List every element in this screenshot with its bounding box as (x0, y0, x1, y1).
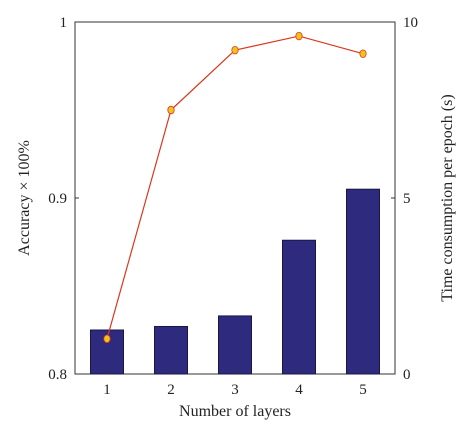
bar-2 (154, 325, 188, 375)
x-tick-label-2: 2 (167, 382, 175, 398)
y-left-tick-label-1: 0.9 (48, 191, 67, 207)
y-right-tick-label-0: 0 (403, 367, 411, 383)
axis-ticks (75, 21, 395, 375)
bar-4 (282, 239, 316, 375)
bar-series (90, 188, 380, 375)
line-point-1 (103, 334, 111, 343)
line-point-3 (231, 45, 239, 55)
y-left-tick-label-2: 1 (60, 15, 68, 31)
line-point-2 (167, 105, 175, 115)
y-right-tick-label-1: 5 (403, 191, 411, 207)
x-axis-label: Number of layers (179, 403, 291, 420)
line-point-4 (295, 31, 303, 41)
x-tick-label-3: 3 (231, 382, 239, 398)
y-right-tick-label-2: 10 (403, 15, 418, 31)
bar-3 (218, 315, 252, 375)
y-left-tick-label-0: 0.8 (48, 367, 67, 383)
x-tick-labels: 1 2 3 4 5 (103, 382, 367, 398)
y-right-axis-label: Time consumption per epoch (s) (439, 94, 456, 301)
y-right-tick-labels: 0 5 10 (403, 15, 418, 383)
x-tick-label-4: 4 (295, 382, 303, 398)
line-series (103, 31, 367, 343)
y-left-tick-labels: 0.8 0.9 1 (48, 15, 67, 383)
x-tick-label-5: 5 (359, 382, 367, 398)
bar-5 (346, 188, 380, 375)
line-path (106, 35, 364, 339)
y-left-axis-label: Accuracy × 100% (16, 140, 33, 256)
x-tick-label-1: 1 (103, 382, 111, 398)
line-point-5 (359, 49, 367, 58)
